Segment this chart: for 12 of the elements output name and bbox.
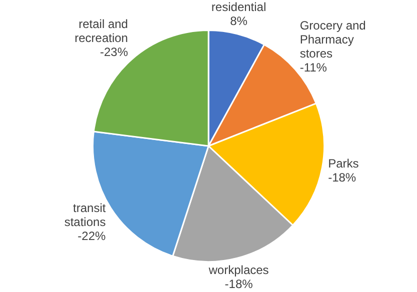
slice-label: workplaces xyxy=(208,262,269,277)
text: -18% xyxy=(224,276,254,291)
slice-label: transit stations xyxy=(64,200,106,229)
slice-label: residential xyxy=(211,0,266,14)
text: -11% xyxy=(300,60,328,74)
text: -22% xyxy=(78,228,106,243)
slice-label: Parks xyxy=(328,156,359,171)
text: -23% xyxy=(100,45,128,60)
slice-label: Grocery and Pharmacy stores xyxy=(300,18,366,60)
text: -18% xyxy=(328,170,356,185)
text: 8% xyxy=(230,14,248,28)
slice-label: retail and recreation xyxy=(74,17,128,46)
